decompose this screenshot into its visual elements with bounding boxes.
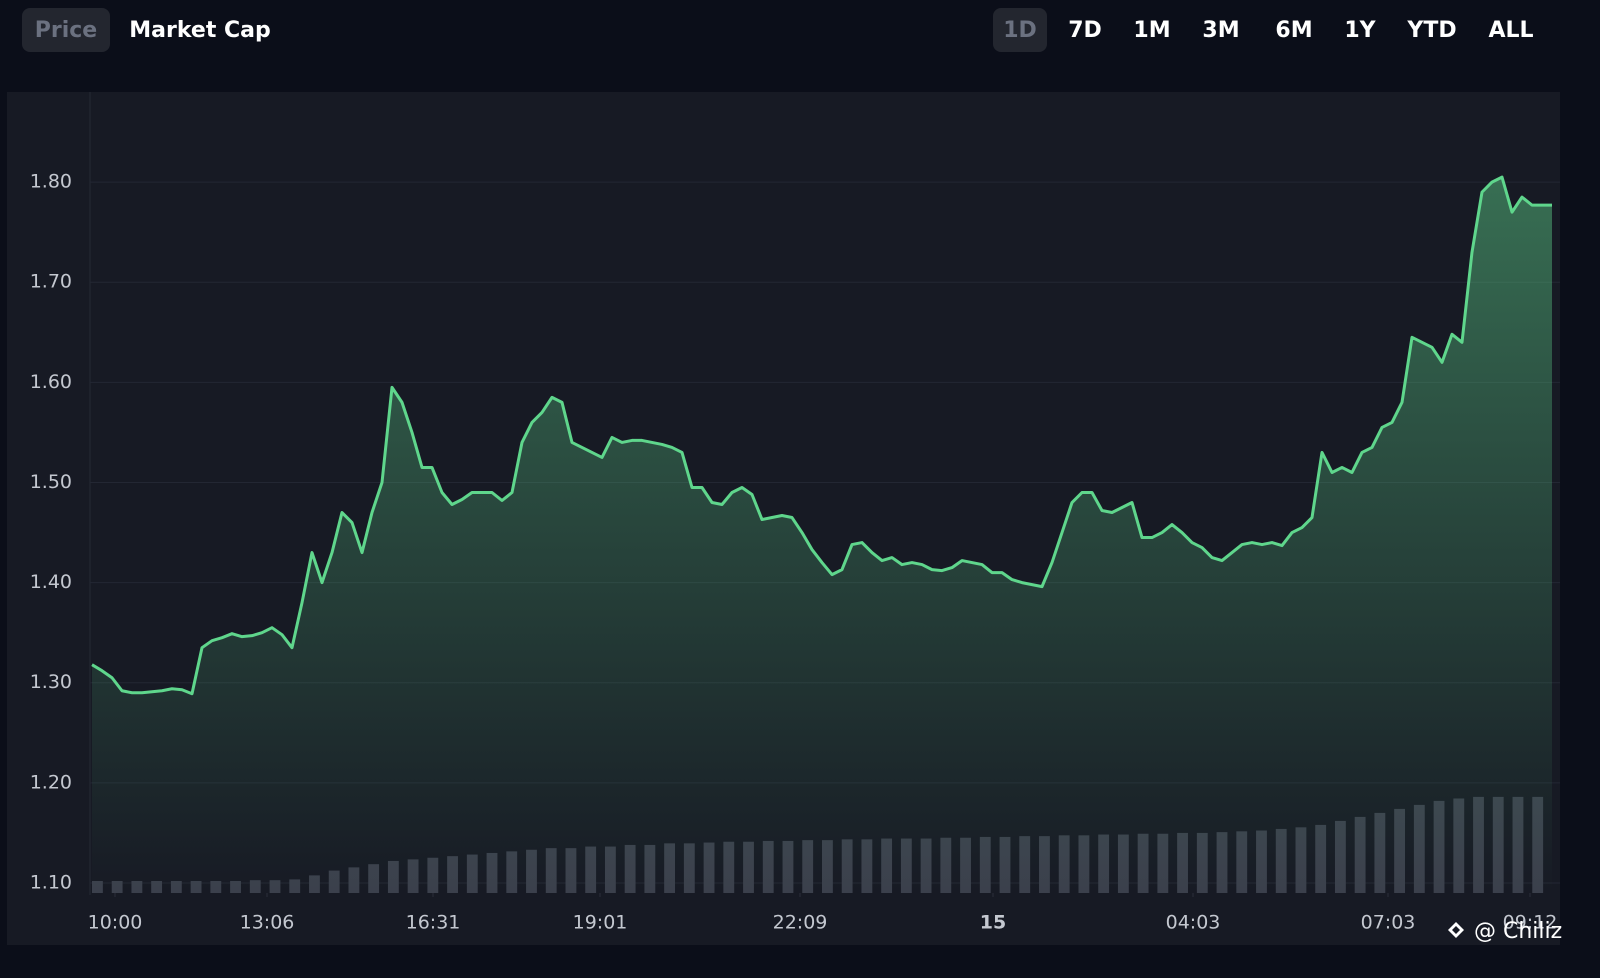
plot: 1.10 1.20 1.30 1.40 1.50 1.60 1.70 1.80 10:00 13:… — [30, 171, 1563, 944]
range-tab[interactable]: ALL — [1488, 18, 1533, 43]
y-tick-label: 1.80 — [30, 171, 72, 193]
range-tab[interactable]: 1Y — [1344, 18, 1376, 43]
y-tick-label: 1.70 — [30, 271, 72, 293]
range-tab[interactable]: 1D — [1003, 18, 1037, 43]
range-tab[interactable]: 6M — [1275, 18, 1312, 43]
x-tick-label: 15 — [980, 912, 1006, 934]
metric-tab[interactable]: Price — [35, 18, 97, 43]
watermark: @ Chiliz — [1474, 919, 1562, 944]
tab-highlight — [993, 8, 1047, 52]
watermark-logo — [1448, 922, 1464, 938]
metric-tab[interactable]: Market Cap — [129, 18, 270, 43]
tab-highlight — [22, 8, 110, 52]
price-area — [92, 177, 1552, 893]
x-tick-label: 04:03 — [1166, 912, 1221, 934]
y-tick-label: 1.50 — [30, 471, 72, 493]
x-tick-label: 09:12 — [1503, 912, 1558, 934]
range-tab[interactable]: 1M — [1133, 18, 1170, 43]
x-tick-label: 10:00 — [88, 912, 143, 934]
y-tick-label: 1.30 — [30, 671, 72, 693]
tab-bar: Price Market Cap 1D 7D 1M 3M 6M 1Y YTD ALL — [22, 8, 1534, 52]
x-tick-label: 07:03 — [1361, 912, 1416, 934]
x-tick-label: 13:06 — [240, 912, 295, 934]
price-line — [91, 175, 1552, 696]
y-tick-label: 1.20 — [30, 771, 72, 793]
y-tick-label: 1.60 — [30, 371, 72, 393]
x-tick-label: 22:09 — [773, 912, 828, 934]
y-tick-label: 1.10 — [30, 871, 72, 893]
x-tick-label: 19:01 — [573, 912, 628, 934]
range-tab[interactable]: YTD — [1406, 18, 1456, 43]
x-tick-label: 16:31 — [406, 912, 461, 934]
range-tab[interactable]: 3M — [1202, 18, 1239, 43]
range-tab[interactable]: 7D — [1068, 18, 1102, 43]
y-tick-label: 1.40 — [30, 571, 72, 593]
